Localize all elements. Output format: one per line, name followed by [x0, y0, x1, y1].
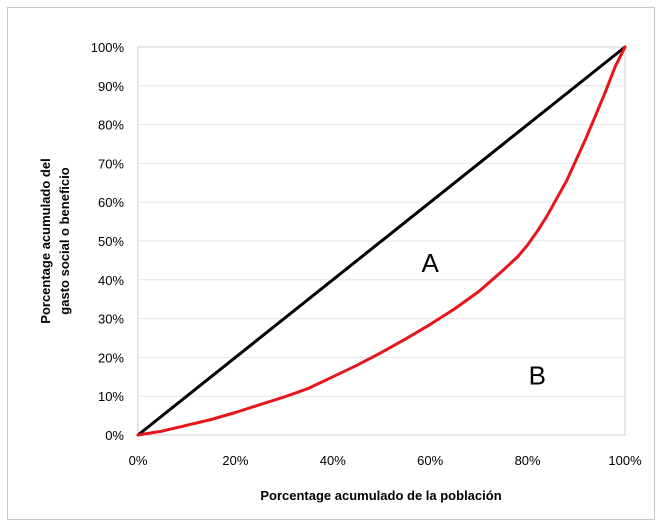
y-tick-label: 0% [105, 428, 124, 443]
x-tick-label: 40% [320, 453, 346, 468]
annotations: AB [422, 248, 546, 391]
region-label-a: A [422, 248, 440, 278]
x-tick-label: 0% [129, 453, 148, 468]
y-tick-labels: 0% 10% 20% 30% 40% 50% 60% 70% 80% 90% 100% [91, 40, 125, 443]
y-tick-label: 80% [98, 118, 124, 133]
series-group [136, 45, 627, 437]
x-tick-labels: 0% 20% 40% 60% 80% 100% [129, 453, 642, 468]
y-tick-label: 100% [91, 40, 125, 55]
y-tick-label: 60% [98, 195, 124, 210]
x-tick-label: 20% [222, 453, 248, 468]
x-tick-label: 60% [417, 453, 443, 468]
region-label-b: B [529, 361, 546, 391]
y-axis-title-line2: gasto social o beneficio [57, 167, 72, 314]
y-tick-label: 10% [98, 389, 124, 404]
y-tick-label: 50% [98, 234, 124, 249]
x-tick-label: 80% [515, 453, 541, 468]
y-tick-label: 90% [98, 79, 124, 94]
plot-area-border [137, 46, 626, 436]
x-tick-label: 100% [608, 453, 642, 468]
equality-line [136, 45, 627, 437]
x-axis-title: Porcentage acumulado de la población [260, 488, 501, 503]
lorenz-curve [136, 45, 627, 437]
y-tick-label: 30% [98, 312, 124, 327]
y-tick-label: 70% [98, 156, 124, 171]
y-tick-label: 40% [98, 273, 124, 288]
y-axis-title-line1: Porcentage acumulado del [38, 158, 53, 323]
y-tick-label: 20% [98, 350, 124, 365]
